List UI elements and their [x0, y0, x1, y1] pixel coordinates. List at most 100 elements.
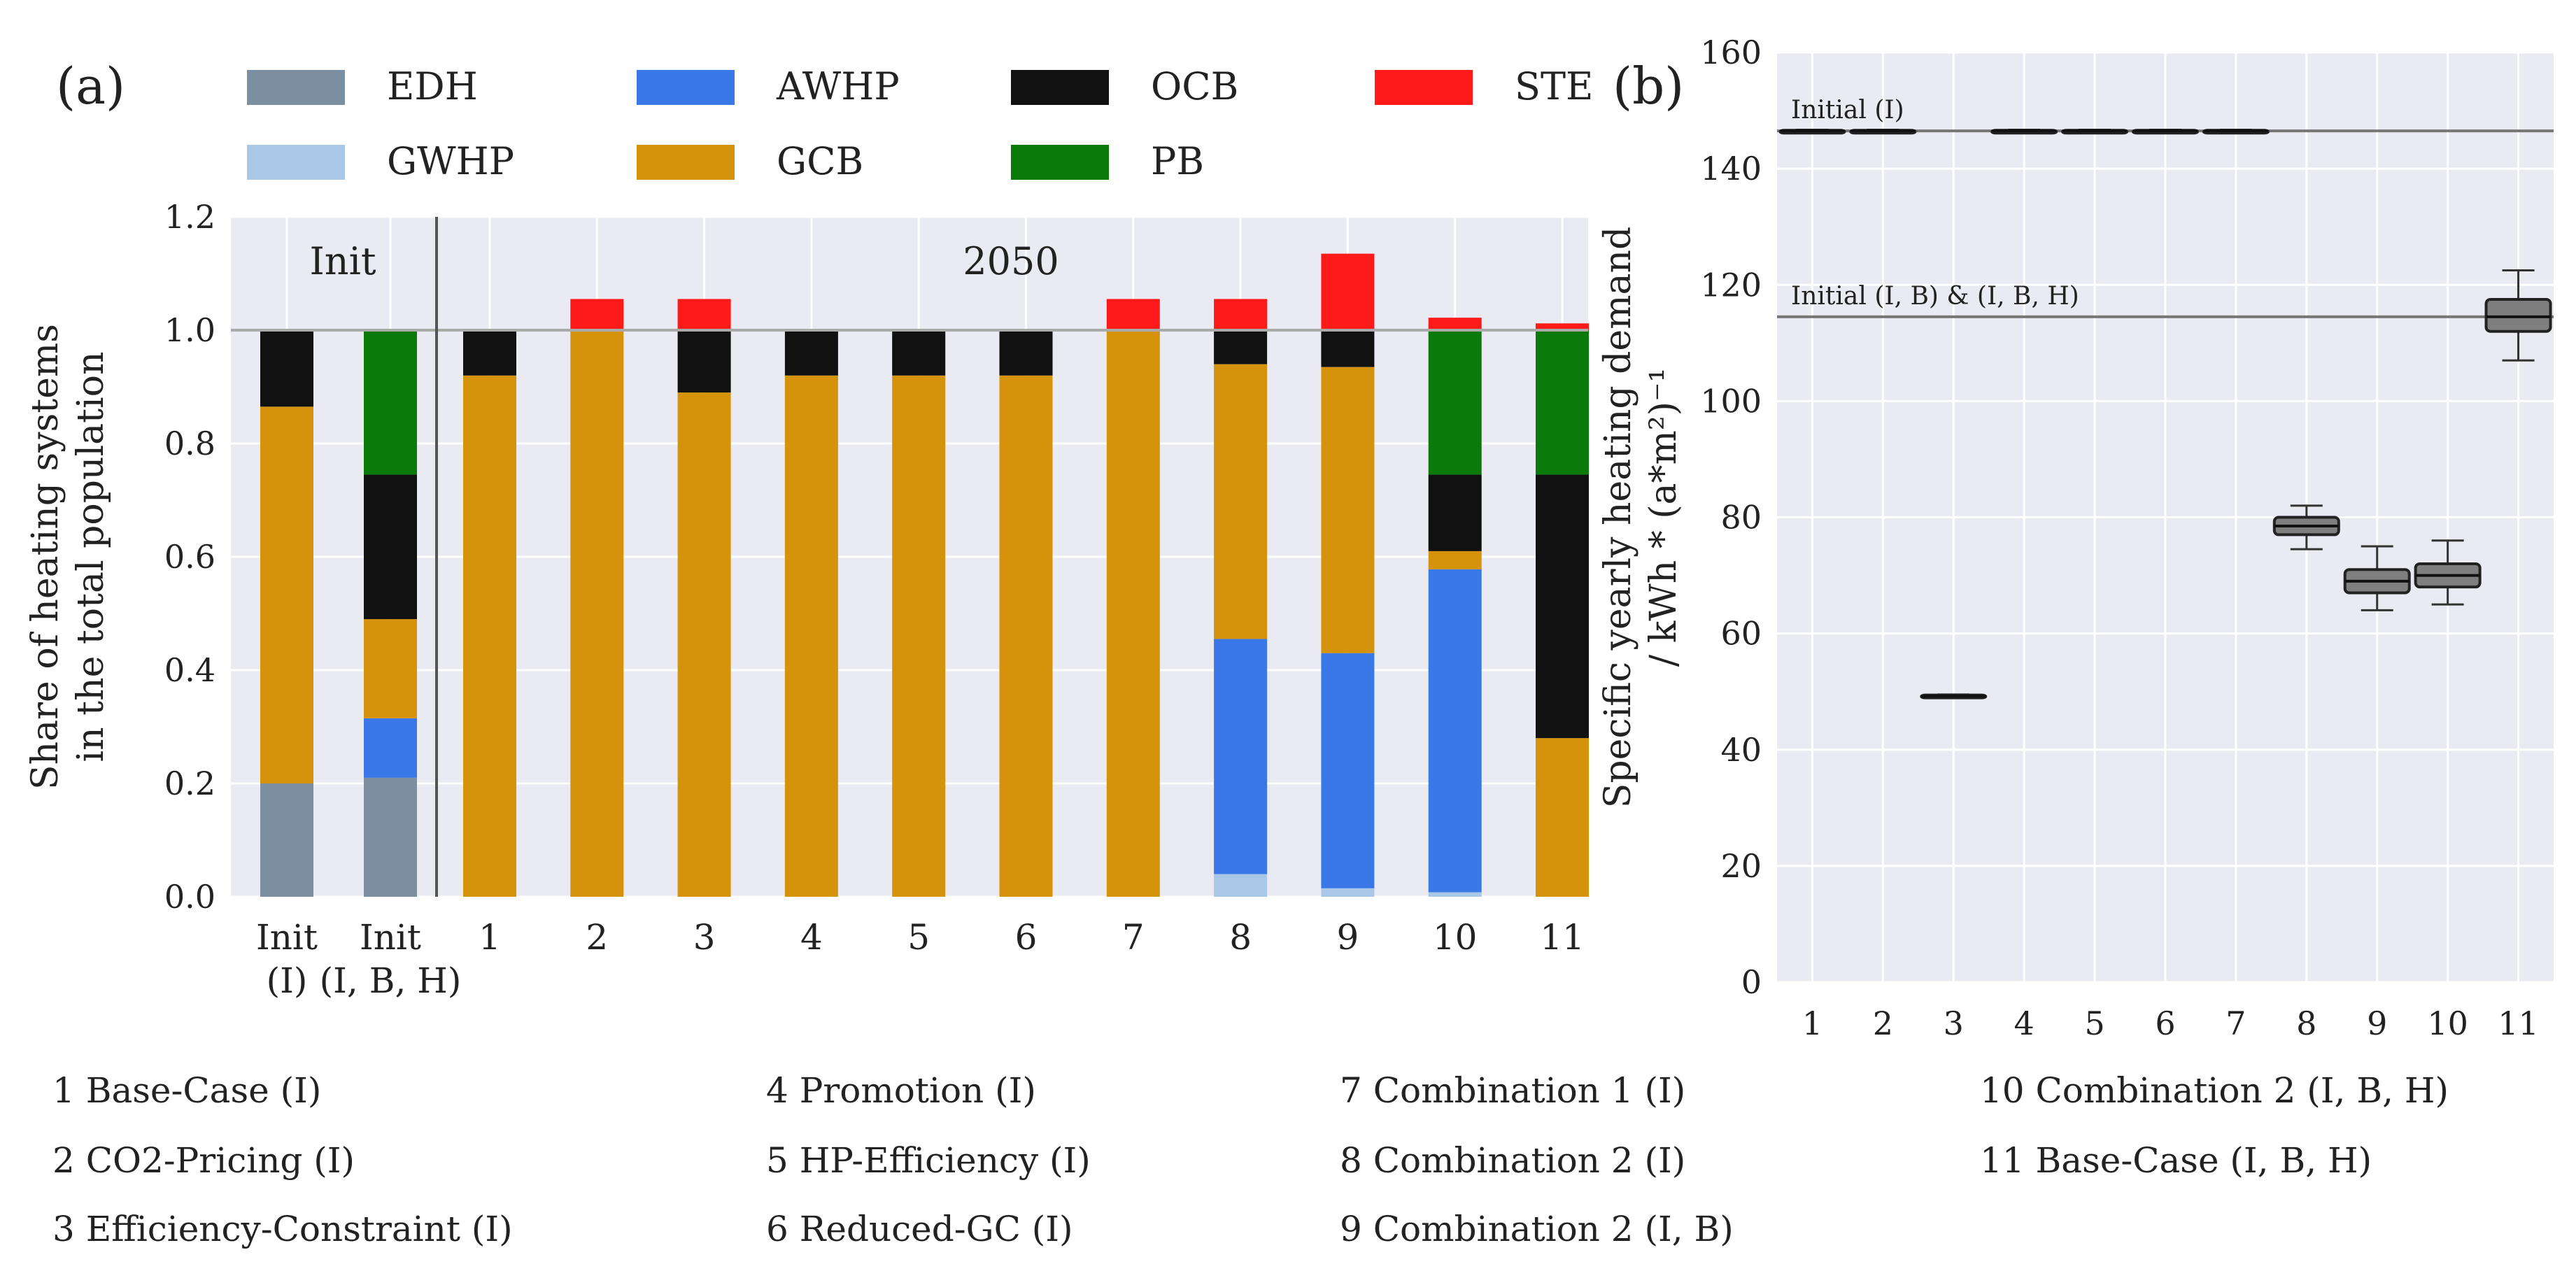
- panel-b-ytick-label: 160: [1700, 34, 1762, 71]
- panel-a-xtick-label: 4: [800, 917, 823, 958]
- panel-a-ytick-label: 0.2: [164, 765, 215, 802]
- panel-b-ytick-label: 120: [1700, 266, 1762, 304]
- bar-ste-13: [1536, 323, 1589, 330]
- panel-b-ytick-label: 140: [1700, 150, 1762, 187]
- bar-ocb-12: [1428, 474, 1482, 551]
- scenario-legend-item-2: 2 CO2-Pricing (I): [52, 1140, 355, 1181]
- legend-swatch-ste: [1375, 70, 1473, 105]
- panel-b-ytick-label: 80: [1720, 499, 1762, 537]
- scenario-legend-item-1: 1 Base-Case (I): [52, 1070, 322, 1111]
- panel-b-xtick-label: 10: [2427, 1004, 2468, 1042]
- panel-a-xtick-label: 3: [693, 917, 716, 958]
- bar-ocb-11: [1321, 330, 1375, 367]
- bar-awhp-12: [1428, 569, 1482, 893]
- panel-b-ytick-label: 60: [1720, 615, 1762, 653]
- legend-label-edh: EDH: [387, 64, 478, 108]
- bar-gcb-9: [1106, 330, 1160, 897]
- bar-ste-10: [1214, 299, 1268, 330]
- bar-ste-4: [570, 299, 624, 330]
- legend-label-ste: STE: [1515, 64, 1593, 108]
- bar-ste-12: [1428, 318, 1482, 330]
- panel-b-reference-label: Initial (I): [1791, 96, 1904, 125]
- bar-awhp-10: [1214, 639, 1268, 874]
- panel-a-ytick-label: 0.4: [164, 651, 215, 689]
- panel-b-ytick-label: 40: [1720, 731, 1762, 769]
- panel-b-ylabel-line2: / kWh * (a*m²)⁻¹: [1643, 368, 1685, 667]
- bar-awhp-11: [1321, 653, 1375, 888]
- panel-b-ytick-label: 0: [1741, 963, 1762, 1001]
- bar-ocb-2: [364, 474, 417, 620]
- legend-label-ocb: OCB: [1151, 64, 1238, 108]
- legend-swatch-gwhp: [247, 145, 345, 180]
- bar-gcb-11: [1321, 367, 1375, 653]
- panel-a-xtick-label: 2: [586, 917, 608, 958]
- panel-a-ylabel-line2: in the total population: [70, 352, 112, 762]
- panel-a-xtick-label: 9: [1336, 917, 1359, 958]
- panel-a-annotation-init: Init: [309, 239, 376, 283]
- panel-a-xtick-label: Init: [256, 917, 318, 958]
- bar-gcb-3: [463, 375, 516, 897]
- bar-gwhp-11: [1321, 888, 1375, 897]
- bar-gcb-8: [999, 375, 1053, 897]
- bar-gcb-13: [1536, 738, 1589, 897]
- panel-b-xtick-label: 6: [2155, 1004, 2175, 1042]
- bar-pb-13: [1536, 330, 1589, 475]
- bar-ocb-1: [260, 330, 313, 407]
- bar-pb-12: [1428, 330, 1482, 475]
- legend-swatch-gcb: [637, 145, 735, 180]
- panel-a-xtick-label: Init: [360, 917, 421, 958]
- legend-swatch-pb: [1011, 145, 1109, 180]
- bar-ste-9: [1106, 299, 1160, 330]
- panel-b-xtick-label: 2: [1873, 1004, 1893, 1042]
- panel-a-xtick-label: 7: [1122, 917, 1145, 958]
- box-11: [2484, 298, 2552, 333]
- bar-ocb-10: [1214, 330, 1268, 364]
- bar-ocb-3: [463, 330, 516, 376]
- bar-ocb-6: [784, 330, 838, 376]
- bar-gwhp-10: [1214, 874, 1268, 897]
- bar-gcb-1: [260, 406, 313, 783]
- bar-awhp-2: [364, 718, 417, 778]
- panel-b-ylabel-line1: Specific yearly heating demand: [1597, 227, 1639, 809]
- panel-b-xtick-label: 7: [2225, 1004, 2246, 1042]
- panel-b-xtick-label: 8: [2296, 1004, 2316, 1042]
- scenario-legend-item-5: 5 HP-Efficiency (I): [766, 1140, 1091, 1181]
- legend-swatch-awhp: [637, 70, 735, 105]
- bar-gcb-5: [677, 392, 731, 897]
- panel-a-xtick-label: 11: [1540, 917, 1585, 958]
- bar-edh-2: [364, 777, 417, 897]
- legend-label-gcb: GCB: [777, 139, 863, 183]
- bar-ocb-8: [999, 330, 1053, 376]
- bar-ocb-5: [677, 330, 731, 393]
- legend-label-gwhp: GWHP: [387, 139, 514, 183]
- legend-swatch-ocb: [1011, 70, 1109, 105]
- bar-pb-2: [364, 330, 417, 475]
- panel-a-annotation-2050: 2050: [963, 239, 1059, 283]
- scenario-legend-item-4: 4 Promotion (I): [766, 1070, 1036, 1111]
- scenario-legend-item-6: 6 Reduced-GC (I): [766, 1209, 1073, 1249]
- scenario-legend-item-3: 3 Efficiency-Constraint (I): [52, 1209, 513, 1249]
- scenario-legend-item-11: 11 Base-Case (I, B, H): [1980, 1140, 2372, 1181]
- legend-label-awhp: AWHP: [776, 64, 900, 108]
- panel-b-reference-label: Initial (I, B) & (I, B, H): [1791, 282, 2079, 311]
- panel-a-xtick-label: (I, B, H): [320, 960, 462, 1001]
- panel-a-ytick-label: 0.0: [164, 878, 215, 916]
- panel-b-xtick-label: 9: [2367, 1004, 2387, 1042]
- panel-a-xtick-label: 10: [1433, 917, 1478, 958]
- panel-a-ytick-label: 1.2: [164, 198, 215, 236]
- bar-gcb-2: [364, 619, 417, 718]
- panel-a-ytick-label: 1.0: [164, 311, 215, 349]
- bar-edh-1: [260, 783, 313, 897]
- bar-gcb-7: [892, 375, 946, 897]
- panel-b-xtick-label: 5: [2084, 1004, 2104, 1042]
- panel-b-xtick-label: 3: [1944, 1004, 1964, 1042]
- bar-ste-11: [1321, 253, 1375, 330]
- legend-label-pb: PB: [1151, 139, 1204, 183]
- bar-gwhp-12: [1428, 892, 1482, 897]
- panel-a-ytick-label: 0.6: [164, 538, 215, 576]
- bar-ocb-7: [892, 330, 946, 376]
- panel-b-xtick-label: 1: [1802, 1004, 1823, 1042]
- panel-b-xtick-label: 11: [2498, 1004, 2539, 1042]
- bar-gcb-12: [1428, 551, 1482, 569]
